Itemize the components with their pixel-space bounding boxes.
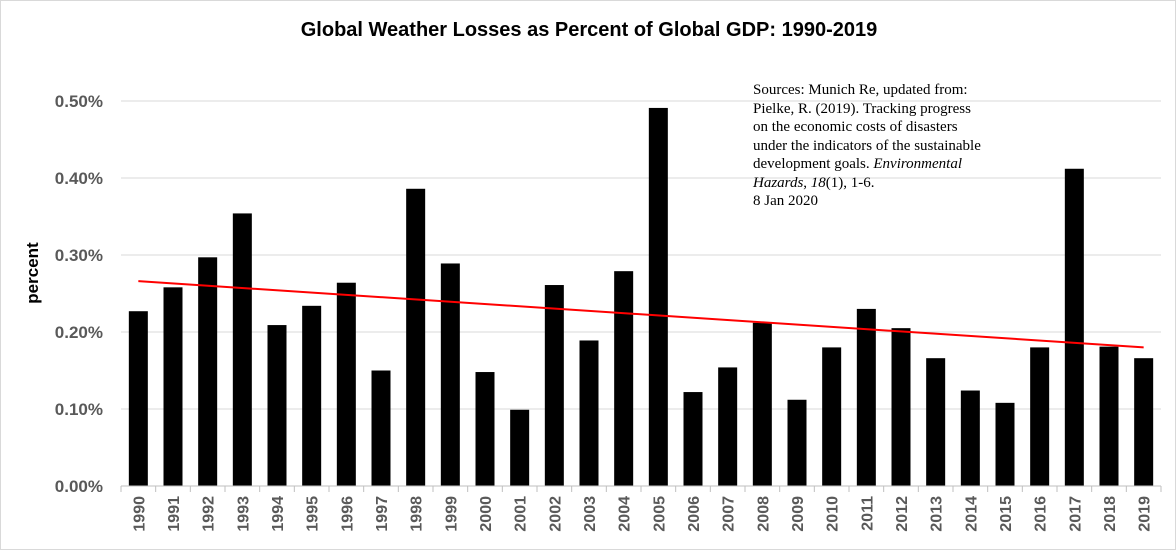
x-tick-label: 1992: [201, 496, 218, 532]
y-tick-label: 0.10%: [55, 400, 103, 419]
x-tick-label: 2003: [582, 496, 599, 532]
y-axis-ticks: 0.00% 0.10% 0.20% 0.30% 0.40% 0.50%: [55, 92, 103, 496]
bar: [336, 282, 356, 486]
source-issue-pages: (1), 1-6.: [825, 174, 875, 191]
x-tick-label: 1993: [235, 496, 252, 532]
gridlines: [121, 100, 1161, 410]
bar: [822, 347, 842, 486]
x-tick-label: 2001: [513, 496, 530, 532]
x-tick-label: 1991: [166, 496, 183, 532]
y-axis-label: percent: [23, 242, 42, 304]
x-tick-label: 1997: [374, 496, 391, 532]
bar: [718, 367, 738, 486]
source-volume: 18: [810, 174, 826, 191]
bar: [406, 188, 426, 486]
x-tick-label: 1994: [270, 496, 287, 532]
x-tick-label: 1995: [305, 496, 322, 532]
bar: [267, 325, 287, 486]
source-sep: ,: [803, 174, 811, 191]
x-tick-label: 1990: [131, 496, 148, 532]
x-tick-label: 2018: [1102, 496, 1119, 532]
bar: [475, 372, 495, 486]
bar: [544, 285, 564, 486]
x-tick-label: 2013: [929, 496, 946, 532]
x-tick-label: 2008: [755, 496, 772, 532]
bar: [1099, 346, 1119, 486]
x-tick-label: 1996: [339, 496, 356, 532]
bar: [371, 370, 391, 486]
source-line-6: Hazards, 18(1), 1-6.: [753, 174, 1015, 193]
x-tick-label: 2017: [1067, 496, 1084, 532]
x-tick-label: 2014: [963, 496, 980, 532]
y-tick-label: 0.30%: [55, 246, 103, 265]
x-tick-label: 2007: [721, 496, 738, 532]
trend-line: [138, 280, 1144, 349]
x-tick-label: 2006: [686, 496, 703, 532]
bar: [232, 213, 252, 487]
y-tick-label: 0.40%: [55, 169, 103, 188]
bar: [302, 305, 322, 486]
bar: [648, 107, 668, 487]
bar: [960, 390, 980, 486]
source-line-5-plain: development goals.: [753, 156, 874, 172]
x-tick-label: 2019: [1137, 496, 1154, 532]
x-tick-label: 2005: [651, 496, 668, 532]
x-tick-label: 2000: [478, 496, 495, 532]
x-axis-ticks: 1990 1991 1992 1993 1994 1995 1996 1997 1998 1999…: [131, 496, 1153, 532]
x-axis: [120, 485, 1162, 492]
x-tick-label: 1998: [409, 496, 426, 532]
bar: [891, 328, 911, 486]
bar: [926, 358, 946, 486]
bar: [579, 340, 599, 486]
y-tick-label: 0.20%: [55, 323, 103, 342]
bar: [163, 287, 183, 486]
bar: [1134, 358, 1154, 486]
x-tick-label: 2010: [825, 496, 842, 532]
bar: [1064, 168, 1084, 486]
y-tick-label: 0.50%: [55, 92, 103, 111]
source-line-4: under the indicators of the sustainable: [753, 137, 981, 154]
x-tick-label: 2012: [894, 496, 911, 532]
source-line-1: Sources: Munich Re, updated from:: [753, 82, 968, 98]
x-tick-label: 2015: [998, 496, 1015, 532]
source-date: 8 Jan 2020: [753, 193, 818, 209]
source-annotation: Sources: Munich Re, updated from: Pielke…: [753, 81, 1015, 211]
bars: [128, 107, 1154, 487]
bar: [787, 399, 807, 486]
x-tick-label: 2016: [1033, 496, 1050, 532]
bar: [683, 392, 703, 486]
source-line-2: Pielke, R. (2019). Tracking progress: [753, 100, 971, 117]
x-tick-label: 2011: [859, 496, 876, 531]
x-tick-label: 1999: [443, 496, 460, 532]
bar: [752, 322, 772, 486]
source-line-3: on the economic costs of disasters: [753, 119, 958, 135]
bar: [440, 263, 460, 486]
source-line-5: development goals. Environmental: [753, 155, 1015, 174]
bar: [1030, 347, 1050, 486]
bar: [198, 257, 218, 486]
bar: [856, 308, 876, 486]
bar: [995, 402, 1015, 486]
source-journal-name-cont: Hazards: [753, 174, 804, 191]
x-tick-label: 2004: [617, 496, 634, 532]
source-journal-name: Environmental: [873, 156, 962, 172]
bar: [128, 311, 148, 486]
bar: [614, 271, 634, 486]
bar: [510, 409, 530, 486]
y-tick-label: 0.00%: [55, 477, 103, 496]
trend-line-group: [138, 280, 1144, 349]
x-tick-label: 2002: [547, 496, 564, 532]
chart-title: Global Weather Losses as Percent of Glob…: [301, 19, 878, 41]
x-tick-label: 2009: [790, 496, 807, 532]
